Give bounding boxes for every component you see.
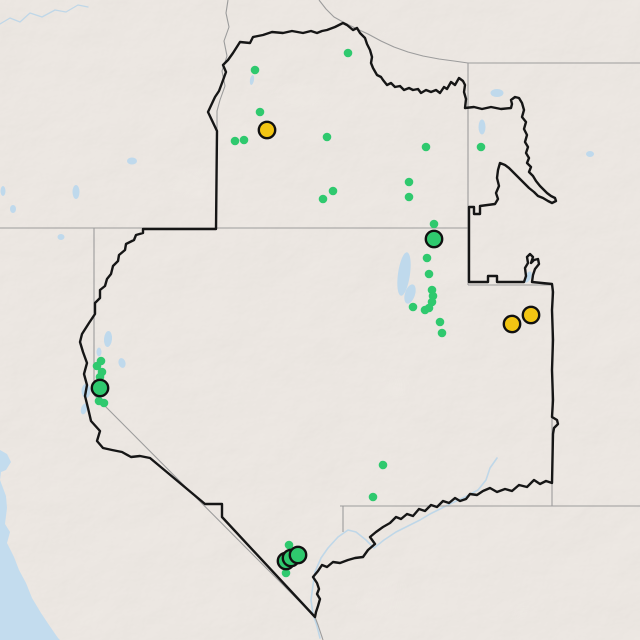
border-california-nevada-diagonal: [93, 394, 316, 618]
small-green-event-marker[interactable]: [424, 269, 434, 279]
small-green-event-marker[interactable]: [437, 328, 447, 338]
lake: [10, 205, 16, 213]
lake: [249, 75, 255, 85]
small-green-event-marker[interactable]: [404, 177, 414, 187]
lake: [72, 185, 80, 199]
lake: [118, 358, 126, 368]
lake: [478, 119, 486, 135]
small-green-event-marker[interactable]: [239, 135, 249, 145]
lake: [96, 347, 102, 357]
water-layer: [0, 4, 594, 640]
yellow-ringed-marker[interactable]: [521, 305, 541, 325]
lake: [80, 403, 88, 415]
markers-layer: [90, 48, 541, 578]
large-green-ringed-marker[interactable]: [288, 545, 308, 565]
small-green-event-marker[interactable]: [328, 186, 338, 196]
lake: [127, 157, 137, 165]
small-green-event-marker[interactable]: [435, 317, 445, 327]
small-green-event-marker[interactable]: [281, 568, 291, 578]
small-green-event-marker[interactable]: [318, 194, 328, 204]
large-green-ringed-marker[interactable]: [90, 378, 110, 398]
small-green-event-marker[interactable]: [343, 48, 353, 58]
small-green-event-marker[interactable]: [408, 302, 418, 312]
yellow-ringed-marker[interactable]: [257, 120, 277, 140]
lake: [0, 186, 6, 196]
lake: [586, 151, 594, 157]
columbia-river: [0, 4, 89, 25]
small-green-event-marker[interactable]: [378, 460, 388, 470]
region-boundary-layer: [78, 21, 560, 619]
small-green-event-marker[interactable]: [322, 132, 332, 142]
small-green-event-marker[interactable]: [429, 219, 439, 229]
lake: [397, 252, 411, 296]
lake: [404, 284, 416, 304]
pacific-ocean: [0, 450, 60, 640]
great-basin-boundary: [78, 21, 560, 619]
small-green-event-marker[interactable]: [250, 65, 260, 75]
small-green-event-marker[interactable]: [284, 540, 294, 550]
border-river-south: [314, 616, 324, 640]
small-green-event-marker[interactable]: [230, 136, 240, 146]
yellow-ringed-marker[interactable]: [502, 314, 522, 334]
border-montana-idaho: [318, 0, 469, 64]
large-green-ringed-marker[interactable]: [424, 229, 444, 249]
small-green-event-marker[interactable]: [99, 398, 109, 408]
small-green-event-marker[interactable]: [92, 361, 102, 371]
small-green-event-marker[interactable]: [422, 253, 432, 263]
lake: [57, 234, 65, 240]
small-green-event-marker[interactable]: [368, 492, 378, 502]
small-green-event-marker[interactable]: [421, 142, 431, 152]
small-green-event-marker[interactable]: [420, 305, 430, 315]
lake: [490, 89, 504, 97]
lake: [103, 331, 113, 347]
colorado-river: [310, 457, 498, 639]
small-green-event-marker[interactable]: [404, 192, 414, 202]
small-green-event-marker[interactable]: [476, 142, 486, 152]
small-green-event-marker[interactable]: [255, 107, 265, 117]
